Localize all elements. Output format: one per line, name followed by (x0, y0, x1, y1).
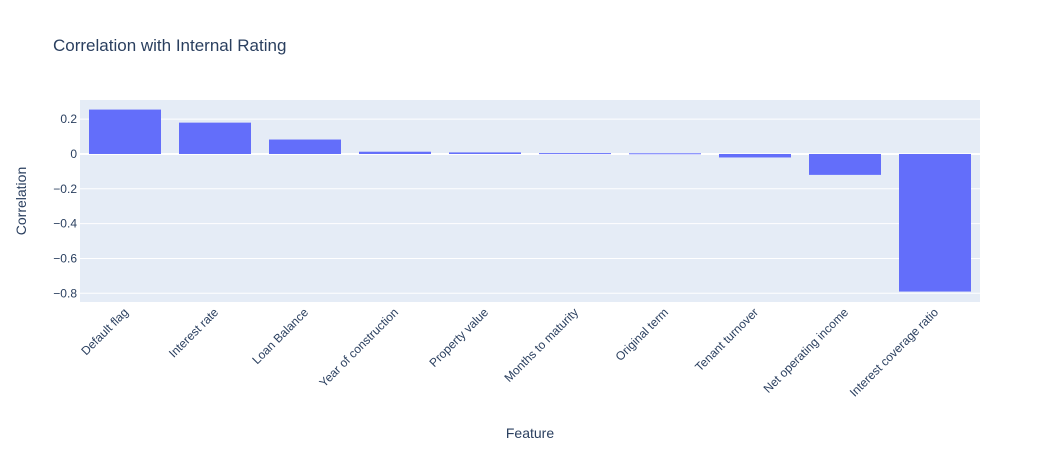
y-tick-label: 0.2 (60, 112, 77, 126)
chart-title: Correlation with Internal Rating (53, 36, 286, 55)
bar (539, 153, 611, 155)
bar (449, 152, 521, 154)
y-tick-label: 0 (70, 147, 77, 161)
y-tick-labels: 0.2 0 −0.2 −0.4 −0.6 −0.8 (53, 112, 77, 300)
bar (719, 153, 791, 158)
bar (269, 139, 341, 154)
y-tick-label: −0.4 (53, 217, 77, 231)
bar (359, 151, 431, 154)
bar (809, 153, 881, 175)
bars (89, 109, 971, 292)
bar (899, 153, 971, 292)
x-axis-title: Feature (506, 425, 554, 441)
grid-lines (80, 118, 980, 294)
y-tick-label: −0.8 (53, 286, 77, 300)
bar (179, 122, 251, 154)
bar (629, 153, 701, 155)
y-axis-title: Correlation (13, 167, 29, 235)
y-tick-label: −0.6 (53, 251, 77, 265)
y-tick-label: −0.2 (53, 182, 77, 196)
bar (89, 109, 161, 154)
